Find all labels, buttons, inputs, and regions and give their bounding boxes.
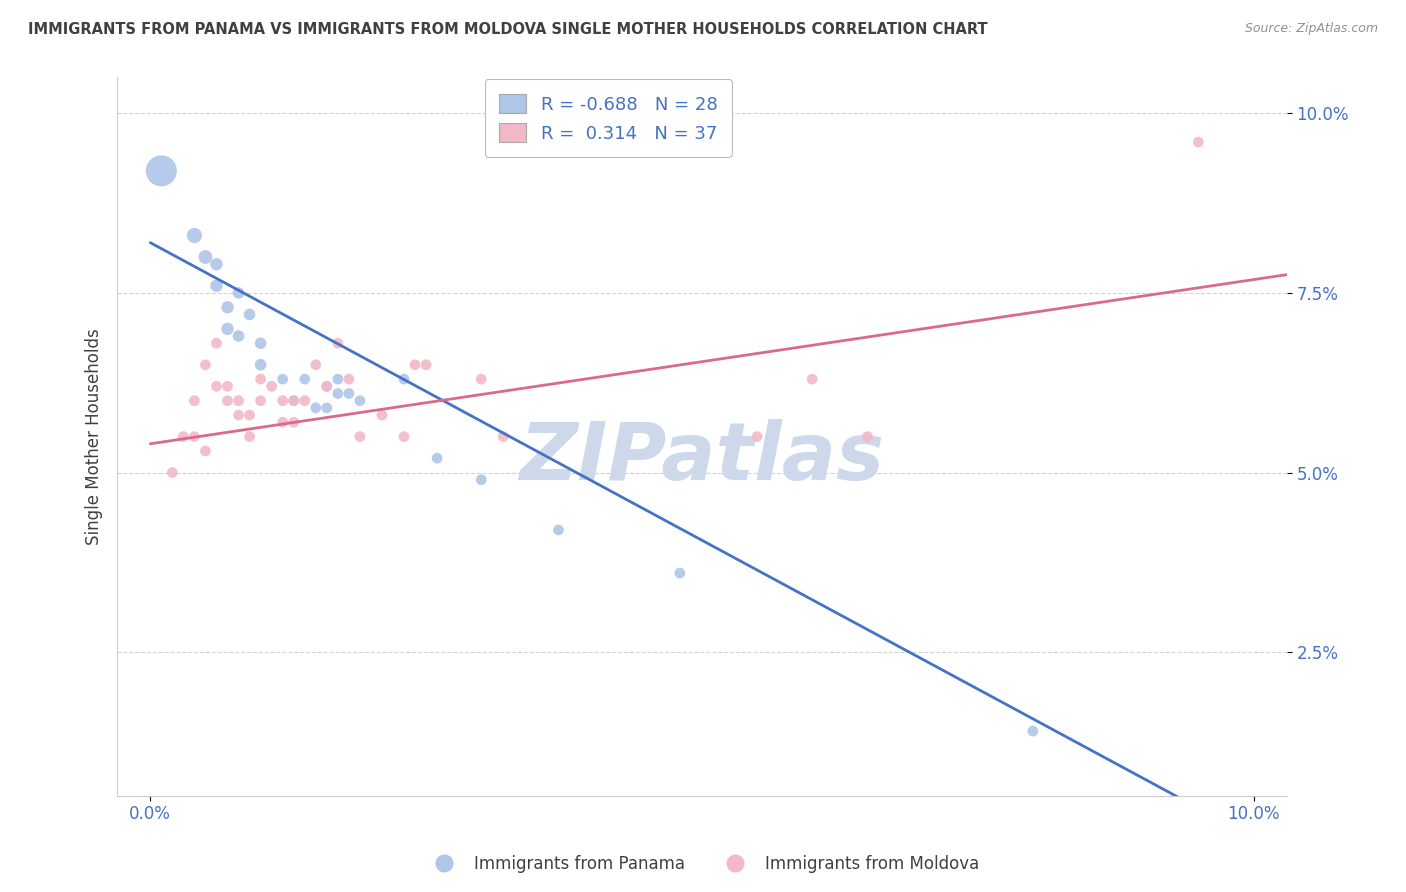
Point <box>315 379 337 393</box>
Point <box>271 393 294 408</box>
Point <box>271 372 294 386</box>
Legend: Immigrants from Panama, Immigrants from Moldova: Immigrants from Panama, Immigrants from … <box>420 848 986 880</box>
Point <box>305 358 328 372</box>
Point <box>239 308 262 322</box>
Point <box>294 393 316 408</box>
Point <box>392 429 415 443</box>
Point <box>271 415 294 429</box>
Point <box>217 379 239 393</box>
Point <box>470 473 492 487</box>
Point <box>217 322 239 336</box>
Y-axis label: Single Mother Households: Single Mother Households <box>86 328 103 545</box>
Point <box>194 250 217 264</box>
Point <box>249 336 271 351</box>
Point <box>260 379 283 393</box>
Point <box>228 393 250 408</box>
Point <box>326 372 349 386</box>
Point <box>249 372 271 386</box>
Point <box>283 415 305 429</box>
Point <box>150 164 173 178</box>
Text: ZIPatlas: ZIPatlas <box>519 419 884 497</box>
Point <box>392 372 415 386</box>
Point <box>283 393 305 408</box>
Point <box>239 408 262 422</box>
Point <box>371 408 394 422</box>
Text: Source: ZipAtlas.com: Source: ZipAtlas.com <box>1244 22 1378 36</box>
Point <box>194 358 217 372</box>
Point <box>349 429 371 443</box>
Point <box>183 429 205 443</box>
Point <box>415 358 437 372</box>
Point <box>801 372 824 386</box>
Point <box>470 372 492 386</box>
Point <box>183 393 205 408</box>
Legend: R = -0.688   N = 28, R =  0.314   N = 37: R = -0.688 N = 28, R = 0.314 N = 37 <box>485 79 733 157</box>
Point <box>326 386 349 401</box>
Point <box>183 228 205 243</box>
Point <box>283 393 305 408</box>
Point <box>349 393 371 408</box>
Point <box>745 429 768 443</box>
Point <box>315 379 337 393</box>
Point <box>249 393 271 408</box>
Point <box>217 301 239 315</box>
Point <box>315 401 337 415</box>
Point <box>426 451 449 466</box>
Point <box>205 278 228 293</box>
Point <box>337 372 360 386</box>
Point <box>337 386 360 401</box>
Text: IMMIGRANTS FROM PANAMA VS IMMIGRANTS FROM MOLDOVA SINGLE MOTHER HOUSEHOLDS CORRE: IMMIGRANTS FROM PANAMA VS IMMIGRANTS FRO… <box>28 22 988 37</box>
Point <box>404 358 426 372</box>
Point <box>669 566 692 580</box>
Point <box>228 285 250 300</box>
Point <box>205 336 228 351</box>
Point <box>194 444 217 458</box>
Point <box>492 429 515 443</box>
Point <box>326 336 349 351</box>
Point <box>217 393 239 408</box>
Point <box>856 429 879 443</box>
Point <box>228 329 250 343</box>
Point <box>239 429 262 443</box>
Point <box>547 523 569 537</box>
Point <box>294 372 316 386</box>
Point <box>205 257 228 271</box>
Point <box>1187 135 1209 149</box>
Point <box>249 358 271 372</box>
Point <box>228 408 250 422</box>
Point <box>205 379 228 393</box>
Point <box>162 466 184 480</box>
Point <box>172 429 194 443</box>
Point <box>1022 724 1045 739</box>
Point <box>305 401 328 415</box>
